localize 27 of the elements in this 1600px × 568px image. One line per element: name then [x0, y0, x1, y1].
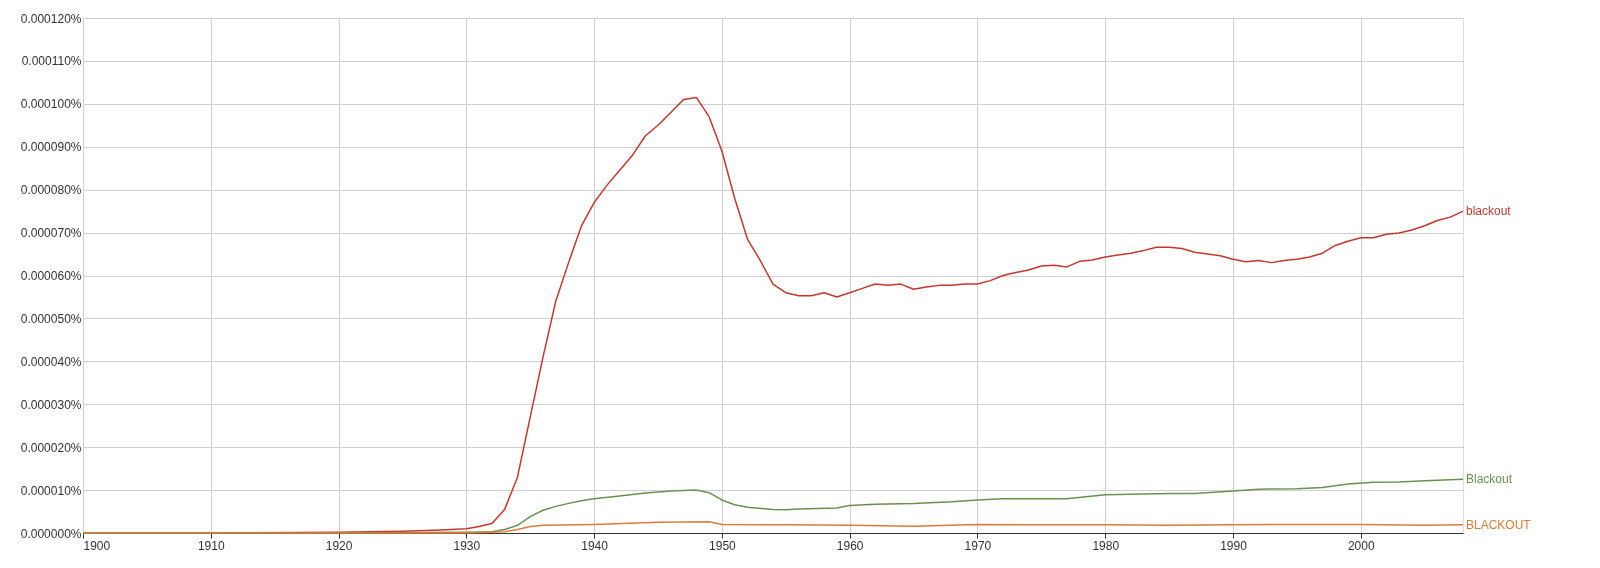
y-tick-label: 0.000080% [20, 183, 82, 198]
x-tick-label: 1970 [964, 538, 992, 553]
x-tick-label: 1900 [83, 538, 111, 553]
series-label: blackout [1466, 204, 1512, 219]
x-tick-label: 1940 [581, 538, 609, 553]
y-tick-label: 0.000050% [20, 311, 82, 326]
x-tick-label: 1920 [325, 538, 353, 553]
y-tick-label: 0.000020% [20, 440, 82, 455]
y-tick-label: 0.000060% [20, 269, 82, 283]
series-label: BLACKOUT [1466, 517, 1532, 532]
y-tick-label: 0.000040% [20, 354, 82, 369]
x-tick-label: 1990 [1220, 538, 1248, 553]
y-tick-label: 0.000010% [20, 483, 82, 498]
x-tick-label: 1980 [1092, 538, 1120, 553]
x-tick-label: 1950 [709, 538, 737, 553]
series-label: Blackout [1466, 472, 1513, 487]
y-tick-label: 0.000070% [20, 226, 82, 241]
y-tick-label: 0.000000% [20, 526, 82, 541]
x-tick-label: 1960 [836, 538, 864, 553]
x-tick-label: 1930 [453, 538, 481, 553]
y-tick-label: 0.000100% [20, 97, 82, 112]
y-tick-label: 0.000090% [20, 140, 82, 155]
x-tick-label: 1910 [197, 538, 225, 553]
y-tick-label: 0.000110% [21, 54, 82, 69]
y-tick-label: 0.000030% [20, 397, 82, 412]
x-tick-label: 2000 [1347, 538, 1375, 553]
y-tick-label: 0.000120% [20, 11, 82, 26]
